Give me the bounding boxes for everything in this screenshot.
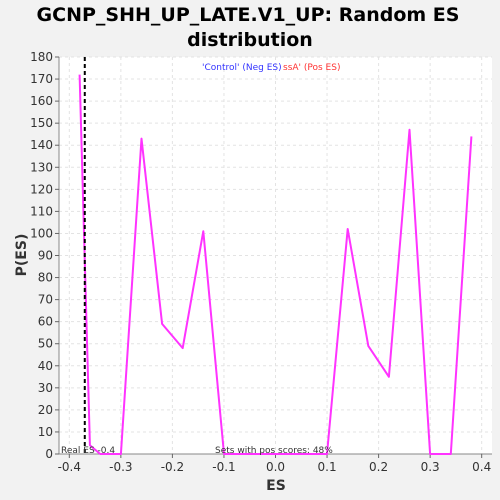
legend-neg-es: 'Control' (Neg ES) bbox=[202, 63, 282, 73]
y-tick-label: 40 bbox=[38, 359, 53, 373]
y-tick-label: 70 bbox=[38, 293, 53, 307]
grid-lines bbox=[59, 56, 492, 455]
y-tick-label: 60 bbox=[38, 315, 53, 329]
y-tick-label: 100 bbox=[30, 226, 53, 240]
y-tick-label: 140 bbox=[30, 138, 53, 152]
y-tick-label: 50 bbox=[38, 337, 53, 351]
x-tick-label: -0.4 bbox=[58, 460, 81, 474]
x-axis-label: ES bbox=[266, 478, 286, 494]
y-tick-label: 120 bbox=[30, 182, 53, 196]
series-line-0 bbox=[78, 74, 473, 455]
chart-title-line-1: GCNP_SHH_UP_LATE.V1_UP: Random ES bbox=[37, 4, 460, 26]
y-tick-label: 130 bbox=[30, 160, 53, 174]
x-ticks: -0.4 -0.3 -0.2 -0.1 0.0 0.1 0.2 0.3 0.4 bbox=[58, 454, 491, 474]
x-tick-label: 0.2 bbox=[369, 460, 388, 474]
y-tick-label: 180 bbox=[30, 50, 53, 64]
y-tick-label: 80 bbox=[38, 271, 53, 285]
y-tick-label: 90 bbox=[38, 249, 53, 263]
legend-pos-es: ssA' (Pos ES) bbox=[283, 63, 340, 73]
y-tick-label: 160 bbox=[30, 94, 53, 108]
series-group bbox=[78, 74, 473, 455]
y-tick-label: 20 bbox=[38, 403, 53, 417]
pos-scores-annotation: Sets with pos scores: 48% bbox=[215, 446, 333, 456]
y-ticks: 0 10 20 30 40 50 60 70 80 90 100 110 120 130 140 150 160… bbox=[30, 50, 59, 461]
x-tick-label: 0.3 bbox=[421, 460, 440, 474]
real-es-annotation: Real ES -0.4 bbox=[61, 446, 115, 456]
y-tick-label: 0 bbox=[45, 447, 53, 461]
y-tick-label: 150 bbox=[30, 116, 53, 130]
y-tick-label: 110 bbox=[30, 204, 53, 218]
x-tick-label: -0.2 bbox=[161, 460, 184, 474]
y-tick-label: 30 bbox=[38, 381, 53, 395]
x-tick-label: 0.4 bbox=[472, 460, 491, 474]
chart-title-line-2: distribution bbox=[187, 29, 313, 51]
x-tick-label: -0.1 bbox=[212, 460, 235, 474]
x-tick-label: 0.0 bbox=[266, 460, 285, 474]
y-axis-label: P(ES) bbox=[14, 234, 30, 277]
x-tick-label: -0.3 bbox=[109, 460, 132, 474]
x-tick-label: 0.1 bbox=[318, 460, 337, 474]
y-tick-label: 10 bbox=[38, 425, 53, 439]
y-tick-label: 170 bbox=[30, 72, 53, 86]
